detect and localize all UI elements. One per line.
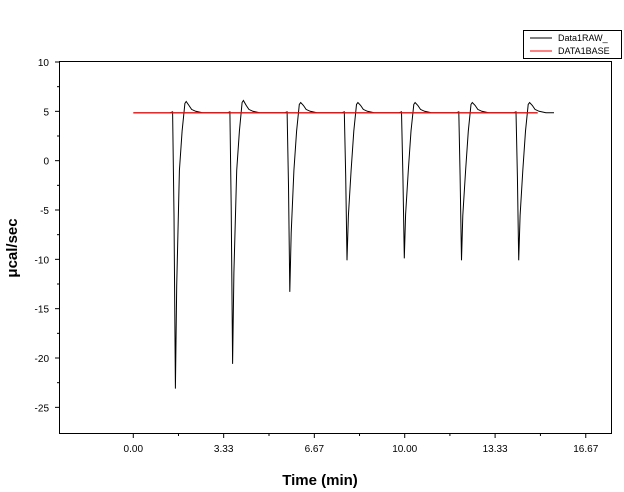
y-tick-label-1: 5 bbox=[43, 107, 49, 118]
y-tick-label-4: -10 bbox=[35, 255, 50, 266]
y-tick-label-2: 0 bbox=[43, 157, 49, 168]
y-tick-label-5: -15 bbox=[35, 305, 50, 316]
plot-area bbox=[133, 99, 554, 389]
x-tick-label-4: 13.33 bbox=[483, 444, 508, 455]
legend-box bbox=[523, 30, 622, 59]
legend: Data1RAW_ DATA1BASE bbox=[523, 30, 622, 59]
y-tick-label-6: -20 bbox=[35, 354, 50, 365]
x-tick-label-5: 16.67 bbox=[573, 444, 598, 455]
series-line-raw bbox=[169, 99, 554, 389]
y-axis: 10 5 0 -5 -10 -15 -20 -25 bbox=[35, 58, 60, 414]
y-tick-label-3: -5 bbox=[40, 206, 49, 217]
y-tick-label-7: -25 bbox=[35, 403, 50, 414]
y-tick-label-0: 10 bbox=[38, 58, 50, 69]
plot-frame bbox=[59, 61, 612, 434]
x-tick-label-2: 6.67 bbox=[305, 444, 325, 455]
x-axis: 0.00 3.33 6.67 10.00 13.33 16.67 bbox=[124, 433, 599, 455]
x-tick-label-0: 0.00 bbox=[124, 444, 144, 455]
x-axis-title: Time (min) bbox=[282, 472, 358, 489]
x-tick-label-3: 10.00 bbox=[392, 444, 417, 455]
x-tick-label-1: 3.33 bbox=[214, 444, 234, 455]
legend-label-base: DATA1BASE bbox=[558, 46, 610, 56]
y-axis-title: μcal/sec bbox=[4, 218, 21, 277]
legend-label-raw: Data1RAW_ bbox=[558, 33, 609, 43]
